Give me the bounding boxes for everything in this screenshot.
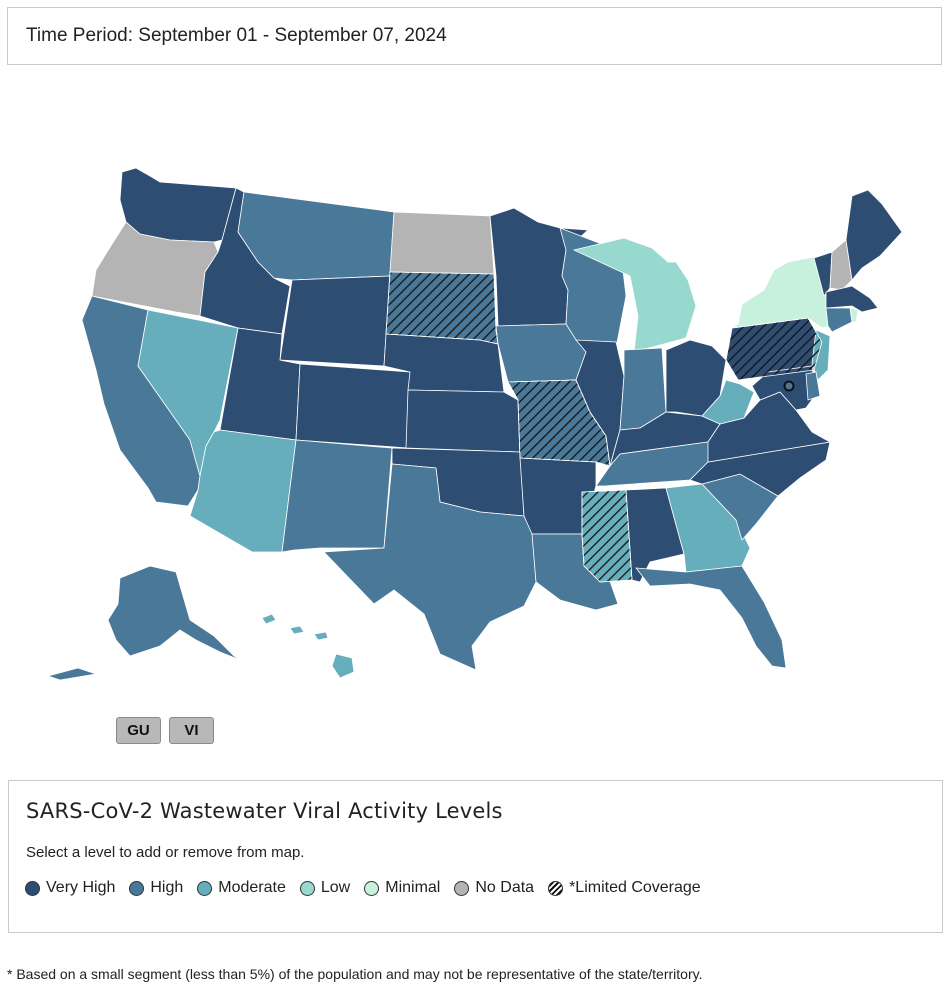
- state-az[interactable]: [189, 429, 297, 553]
- legend-swatch-icon: [25, 880, 40, 896]
- state-mi[interactable]: [572, 237, 697, 353]
- state-wv[interactable]: [701, 379, 755, 425]
- state-fl[interactable]: [635, 565, 787, 669]
- state-va[interactable]: [707, 391, 832, 463]
- legend-label: Very High: [46, 879, 116, 896]
- state-ms-limited-hatch: [581, 489, 633, 583]
- state-nh[interactable]: [829, 239, 853, 291]
- legend-swatch-icon: [548, 880, 564, 896]
- footnote: * Based on a small segment (less than 5%…: [7, 966, 703, 982]
- state-nm[interactable]: [281, 439, 393, 553]
- legend-label: Low: [320, 879, 351, 896]
- legend-label: No Data: [475, 879, 535, 896]
- state-hi[interactable]: [261, 613, 355, 679]
- legend-label: Moderate: [218, 879, 286, 896]
- legend-item-minimal[interactable]: Minimal: [364, 879, 440, 897]
- state-co[interactable]: [295, 363, 411, 449]
- state-mo-limited-hatch: [507, 379, 611, 467]
- state-de[interactable]: [805, 371, 821, 401]
- state-tx[interactable]: [323, 463, 537, 671]
- legend-label: *Limited Coverage: [569, 879, 701, 896]
- legend-label: High: [150, 879, 184, 896]
- state-ks[interactable]: [405, 389, 521, 453]
- legend-label: Minimal: [385, 879, 441, 896]
- us-map-svg: [46, 167, 903, 681]
- legend-item-moderate[interactable]: Moderate: [197, 879, 286, 897]
- time-period-box: Time Period: September 01 - September 07…: [7, 7, 942, 65]
- state-me[interactable]: [845, 189, 903, 281]
- state-ak[interactable]: [46, 565, 241, 681]
- legend-item-high[interactable]: High: [129, 879, 183, 897]
- dc-marker[interactable]: [783, 380, 795, 392]
- legend-item-no-data[interactable]: No Data: [454, 879, 534, 897]
- legend-item-low[interactable]: Low: [299, 879, 351, 897]
- state-wa[interactable]: [119, 167, 237, 243]
- legend-swatch-icon: [299, 880, 315, 896]
- legend-item-limited[interactable]: *Limited Coverage: [548, 879, 701, 897]
- us-map: [0, 150, 952, 710]
- legend-item-very-high[interactable]: Very High: [25, 879, 115, 897]
- state-ri[interactable]: [849, 307, 859, 323]
- legend-title: SARS-CoV-2 Wastewater Viral Activity Lev…: [26, 799, 503, 823]
- legend-swatch-icon: [454, 880, 470, 896]
- state-nd[interactable]: [389, 211, 495, 275]
- legend-items: Very High High Moderate Low Minimal No Data *L…: [25, 879, 715, 897]
- state-ct[interactable]: [825, 307, 853, 333]
- legend-instruction: Select a level to add or remove from map…: [26, 844, 305, 861]
- state-nc[interactable]: [689, 441, 831, 497]
- territory-gu-button[interactable]: GU: [116, 717, 161, 744]
- legend-swatch-icon: [197, 880, 213, 896]
- state-sd-limited-hatch: [385, 271, 499, 345]
- state-pa-limited-hatch: [725, 317, 823, 381]
- time-period-text: Time Period: September 01 - September 07…: [26, 25, 447, 46]
- legend-swatch-icon: [129, 880, 145, 896]
- state-wy[interactable]: [279, 275, 391, 367]
- legend-swatch-icon: [364, 880, 380, 896]
- territory-vi-button[interactable]: VI: [169, 717, 214, 744]
- legend-panel: SARS-CoV-2 Wastewater Viral Activity Lev…: [8, 780, 943, 933]
